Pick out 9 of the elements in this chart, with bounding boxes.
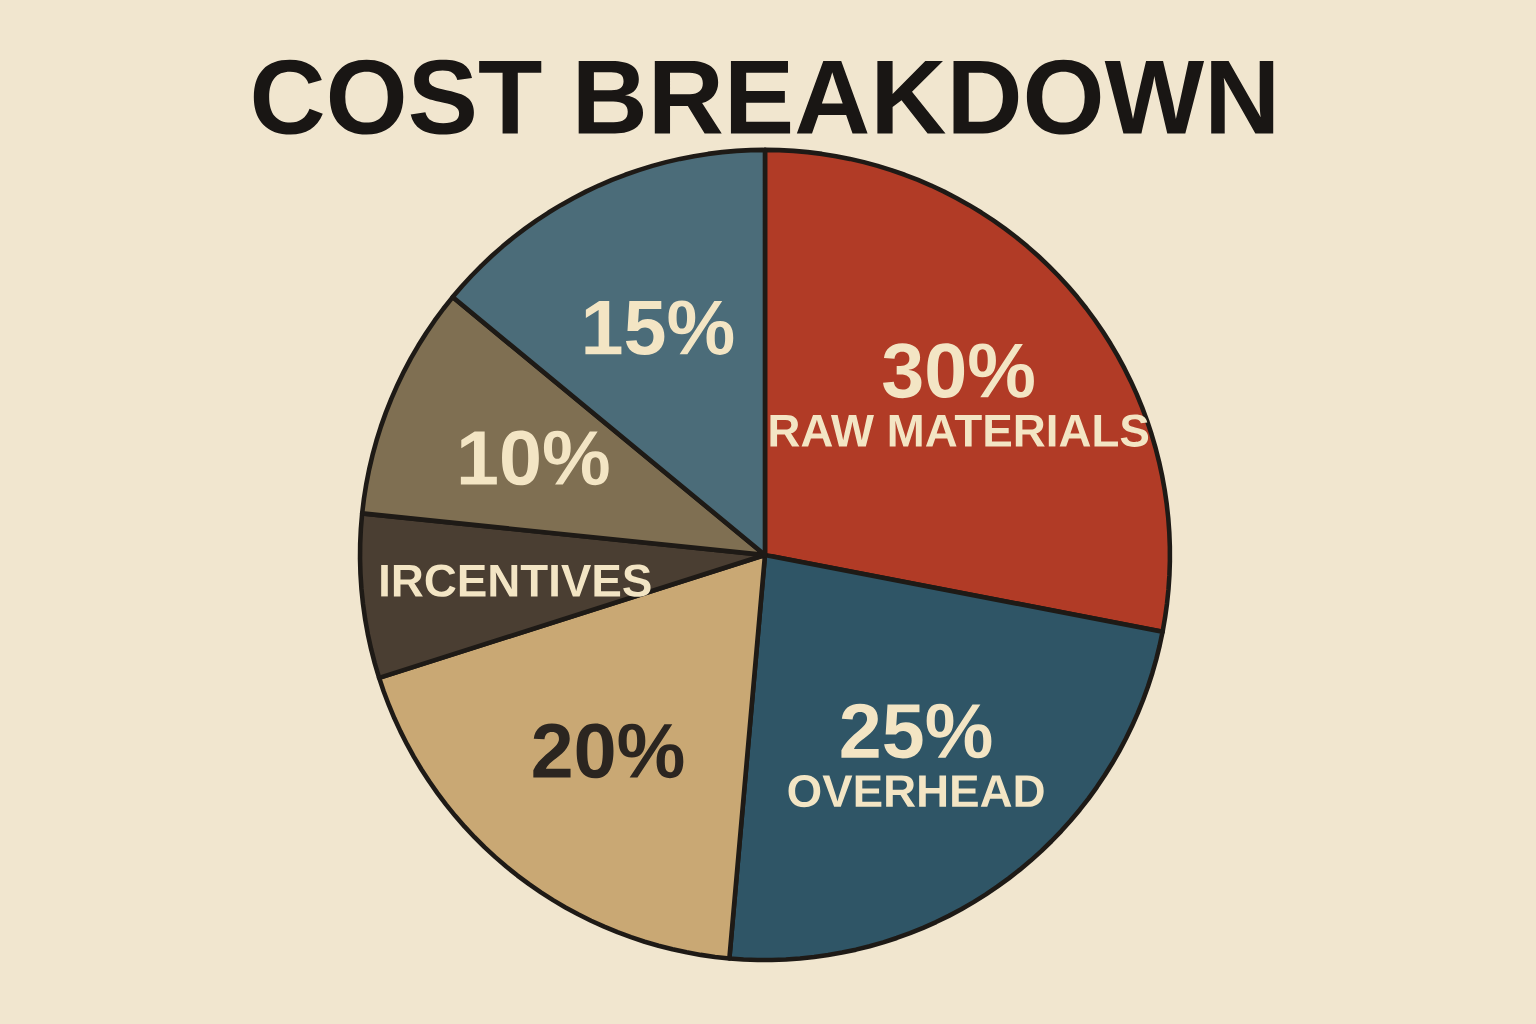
data-label: 20% [533, 723, 684, 779]
data-label: 15% [585, 300, 734, 356]
slice-label: RAW MATERIALS [770, 414, 1149, 447]
slice-label: OVERHEAD [788, 774, 1044, 808]
chart-title: COST BREAKDOWN [253, 59, 1274, 135]
data-label: 30% [883, 343, 1034, 399]
data-label: 25% [841, 703, 992, 759]
slice-label: IRCENTIVES [381, 564, 651, 597]
data-label: 10% [460, 430, 609, 486]
